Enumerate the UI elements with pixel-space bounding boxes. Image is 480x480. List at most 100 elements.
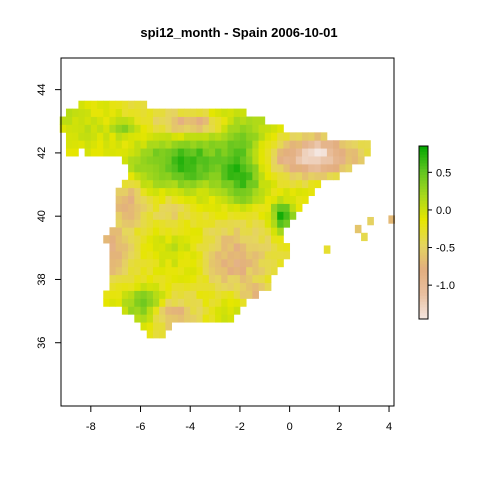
raster-cell [252,235,259,244]
raster-cell [264,258,272,268]
raster-cell [140,211,148,220]
raster-cell [289,171,297,181]
raster-cell [171,298,179,307]
raster-cell [152,314,160,323]
raster-cell [115,219,123,228]
raster-cell [177,250,185,260]
raster-cell [128,258,135,268]
raster-cell [134,156,141,165]
raster-cell [215,243,222,252]
raster-cell [320,163,328,173]
raster-cell [258,258,266,268]
legend-color-step [419,316,428,320]
legend-color-step [419,246,428,251]
raster-cell [146,163,154,173]
raster-cell [184,156,191,165]
raster-cell [109,108,117,117]
raster-cell [233,140,241,149]
raster-cell [134,108,141,117]
raster-cell [208,266,216,276]
raster-cell [184,148,191,157]
raster-cell [227,250,235,260]
raster-cell [159,290,166,299]
raster-cell [140,163,148,173]
raster-cell [140,203,148,212]
raster-cell [109,132,117,141]
raster-cell [184,132,191,141]
raster-cell [159,266,166,276]
raster-cell [121,243,129,252]
legend-color-step [419,313,428,317]
raster-cell [320,156,328,165]
raster-cell [109,250,117,260]
raster-cell [345,140,353,149]
raster-cell [215,171,222,181]
raster-cell [283,171,291,181]
legend-color-step [419,154,428,159]
raster-cell [233,116,241,125]
raster-cell [128,227,135,236]
legend-color-step [419,244,428,248]
raster-cell [270,195,278,204]
raster-cell [246,274,253,284]
raster-cell [227,227,235,236]
raster-cell [65,148,73,157]
legend-color-step [419,174,428,179]
raster-cell [277,219,284,228]
raster-cell [227,148,235,157]
raster-cell [121,219,129,228]
legend-color-step [419,177,428,182]
raster-cell [202,179,210,189]
raster-cell [233,171,241,181]
raster-cell [264,171,272,181]
raster-cell [90,140,98,149]
raster-cell [277,250,284,260]
raster-cell [202,140,210,149]
raster-cell [159,243,166,252]
raster-cell [264,195,272,204]
raster-cell [97,132,104,141]
raster-cell [109,258,117,268]
raster-cell [258,140,266,149]
raster-cell [227,163,235,173]
raster-cell [233,274,241,284]
raster-cell [314,171,322,181]
raster-cell [295,132,303,141]
raster-cell [208,314,216,323]
raster-cell [97,140,104,149]
raster-cell [146,132,154,141]
raster-cell [326,140,334,149]
legend-color-step [419,157,428,161]
raster-cell [289,148,297,157]
raster-cell [215,298,222,307]
raster-cell [171,156,179,165]
raster-cell [121,227,129,236]
raster-cell [97,148,104,157]
raster-cell [233,163,241,173]
raster-cell [177,132,185,141]
raster-cell [128,195,135,204]
raster-cell [246,156,253,165]
raster-cell [196,306,204,315]
raster-cell [103,108,110,117]
raster-cell [177,298,185,307]
raster-cell [239,156,247,165]
raster-cell [146,148,154,157]
raster-cell [196,266,204,276]
raster-cell [184,203,191,212]
raster-cell [264,235,272,244]
raster-cell [252,163,259,173]
raster-cell [159,306,166,315]
raster-cell [326,163,334,173]
legend-color-step [419,293,428,297]
raster-cell [289,211,297,220]
raster-cell [277,211,284,220]
raster-cell [283,148,291,157]
raster-cell [264,148,272,157]
raster-cell [277,132,284,141]
raster-cell [264,266,272,276]
raster-cell [252,219,259,228]
raster-cell [202,235,210,244]
raster-cell [364,140,371,149]
raster-cell [146,243,154,252]
